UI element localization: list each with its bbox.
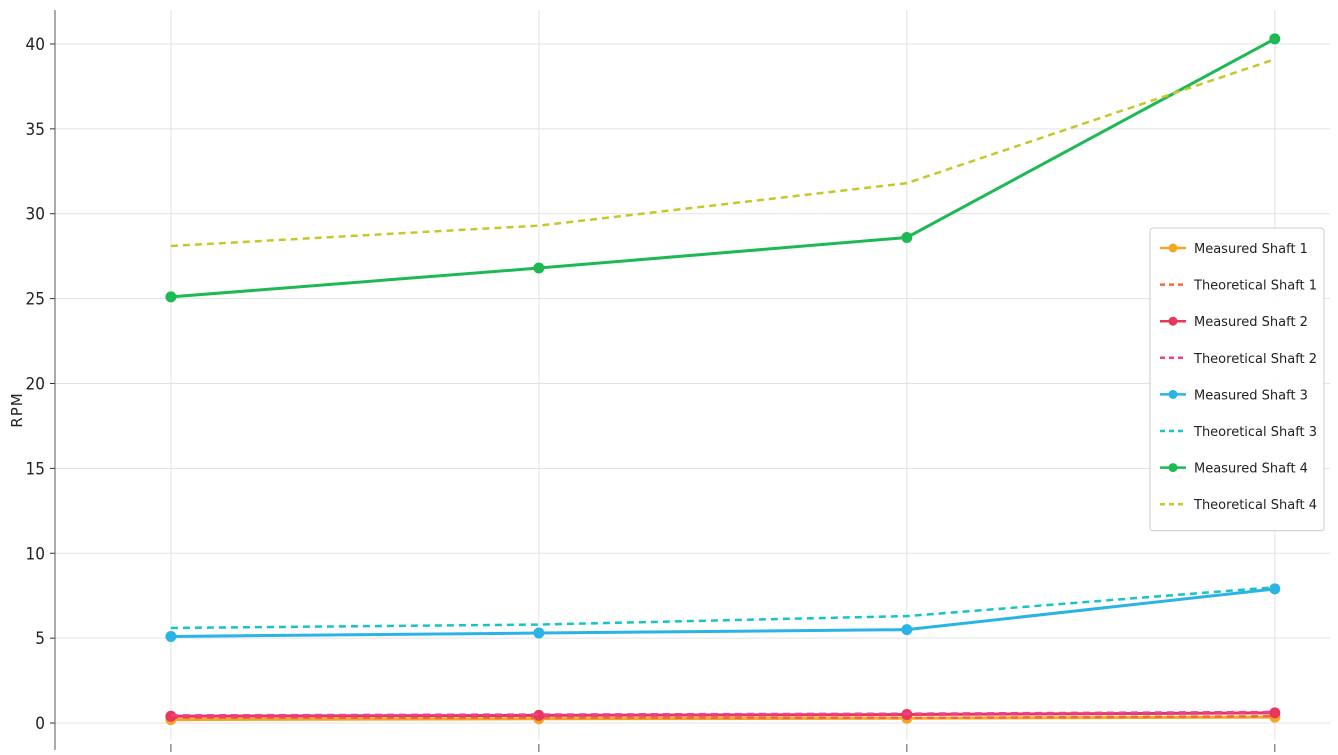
grid — [55, 10, 1330, 740]
legend-marker — [1168, 463, 1178, 473]
legend-label: Measured Shaft 2 — [1194, 315, 1308, 330]
series-line-6 — [170, 585, 1275, 630]
y-tick-label: 20 — [26, 374, 45, 394]
y-tick-label: 0 — [35, 714, 45, 734]
data-point — [533, 627, 545, 639]
y-axis-label: RPM — [8, 392, 26, 427]
legend-box — [1149, 227, 1325, 532]
legend-label: Theoretical Shaft 3 — [1193, 425, 1317, 440]
data-point — [533, 262, 545, 274]
legend-label: Measured Shaft 1 — [1194, 242, 1308, 257]
legend-label: Measured Shaft 4 — [1194, 462, 1308, 477]
legend-marker — [1168, 389, 1178, 399]
data-point — [1269, 583, 1281, 595]
data-point — [533, 709, 545, 721]
series-line-1 — [170, 715, 1275, 722]
data-point — [165, 630, 177, 642]
series-line-5 — [170, 587, 1275, 638]
legend: Measured Shaft 1 Theoretical Shaft 1 Measu… — [1149, 227, 1325, 532]
legend-label: Theoretical Shaft 4 — [1193, 498, 1317, 513]
y-tick-label: 25 — [26, 290, 45, 310]
y-tick-label: 30 — [26, 205, 45, 225]
legend-label: Theoretical Shaft 2 — [1193, 352, 1317, 367]
y-tick-labels: 0 5 10 15 20 25 30 35 40 — [26, 35, 45, 734]
legend-marker — [1168, 316, 1178, 326]
y-tick-label: 10 — [26, 544, 45, 564]
legend-label: Theoretical Shaft 1 — [1193, 279, 1317, 294]
y-tick-label: 40 — [26, 35, 45, 55]
series-line-4 — [170, 710, 1275, 717]
y-tick-label: 15 — [26, 459, 45, 479]
data-point — [1269, 707, 1281, 719]
series-group — [165, 33, 1281, 726]
series-line-8 — [170, 58, 1276, 248]
legend-marker — [1168, 243, 1178, 253]
y-tick-label: 5 — [35, 629, 45, 649]
data-point — [165, 710, 177, 722]
y-tick-label: 35 — [26, 120, 45, 140]
data-point — [901, 624, 913, 636]
data-point — [165, 291, 177, 303]
data-point — [901, 231, 913, 243]
legend-label: Measured Shaft 3 — [1194, 388, 1308, 403]
axes — [50, 10, 1276, 752]
data-point — [1269, 33, 1281, 45]
series-line-7 — [170, 37, 1276, 299]
series-line-2 — [170, 714, 1275, 720]
